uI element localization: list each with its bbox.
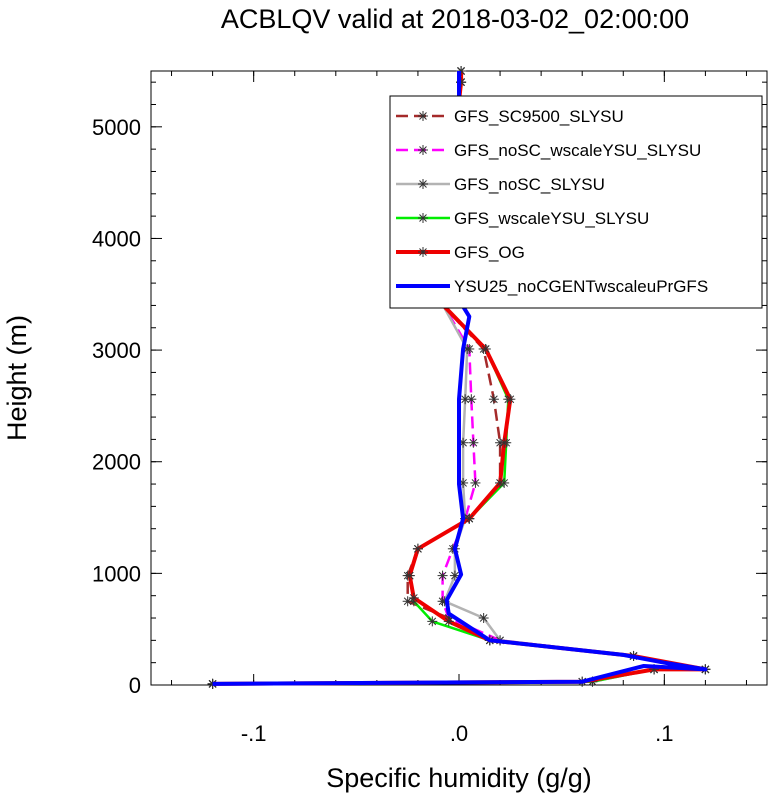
y-tick-label: 5000 [92, 115, 141, 140]
data-point [427, 616, 438, 627]
legend-label: GFS_OG [454, 243, 525, 262]
data-point [478, 613, 489, 624]
data-point [404, 570, 415, 581]
data-point [495, 477, 506, 488]
legend-label: GFS_wscaleYSU_SLYSU [454, 209, 649, 228]
legend-label: GFS_noSC_SLYSU [454, 175, 605, 194]
data-point [505, 394, 516, 405]
axis-ticks: -.1 .0 .1 0 1000 2000 3000 4000 5000 [92, 71, 767, 746]
legend-item: GFS_SC9500_SLYSU [396, 107, 624, 126]
data-point [488, 394, 499, 405]
legend-marker [418, 145, 428, 155]
data-point [468, 437, 479, 448]
legend-label: GFS_noSC_wscaleYSU_SLYSU [454, 141, 701, 160]
legend-box [389, 95, 763, 309]
data-point [464, 513, 475, 524]
y-tick-label: 1000 [92, 561, 141, 586]
y-tick-label: 2000 [92, 450, 141, 475]
legend-item: GFS_wscaleYSU_SLYSU [396, 209, 649, 228]
legend-label: GFS_SC9500_SLYSU [454, 107, 624, 126]
data-point [412, 543, 423, 554]
y-axis-title: Height (m) [2, 315, 32, 441]
legend: GFS_SC9500_SLYSU GFS_noSC_wscaleYSU_SLYSU… [389, 95, 763, 309]
x-tick-label: .0 [450, 721, 468, 746]
data-point [480, 343, 491, 354]
data-point [443, 616, 454, 627]
x-tick-label: .1 [655, 721, 673, 746]
chart-title: ACBLQV valid at 2018-03-02_02:00:00 [221, 4, 689, 34]
data-point [408, 592, 419, 603]
y-tick-label: 3000 [92, 338, 141, 363]
legend-marker [418, 247, 428, 257]
legend-item: YSU25_noCGENTwscaleuPrGFS [396, 277, 708, 296]
y-tick-label: 4000 [92, 226, 141, 251]
legend-item: GFS_OG [396, 243, 525, 262]
x-tick-label: -.1 [241, 721, 267, 746]
data-point [437, 570, 448, 581]
legend-item: GFS_noSC_wscaleYSU_SLYSU [396, 141, 701, 160]
data-point [460, 394, 471, 405]
legend-item: GFS_noSC_SLYSU [396, 175, 605, 194]
data-point [470, 477, 481, 488]
data-point [402, 596, 413, 607]
data-point [499, 437, 510, 448]
x-axis-title: Specific humidity (g/g) [326, 763, 592, 793]
legend-label: YSU25_noCGENTwscaleuPrGFS [454, 277, 708, 296]
legend-marker [418, 213, 428, 223]
legend-marker [418, 179, 428, 189]
legend-marker [418, 111, 428, 121]
y-tick-label: 0 [129, 673, 141, 698]
